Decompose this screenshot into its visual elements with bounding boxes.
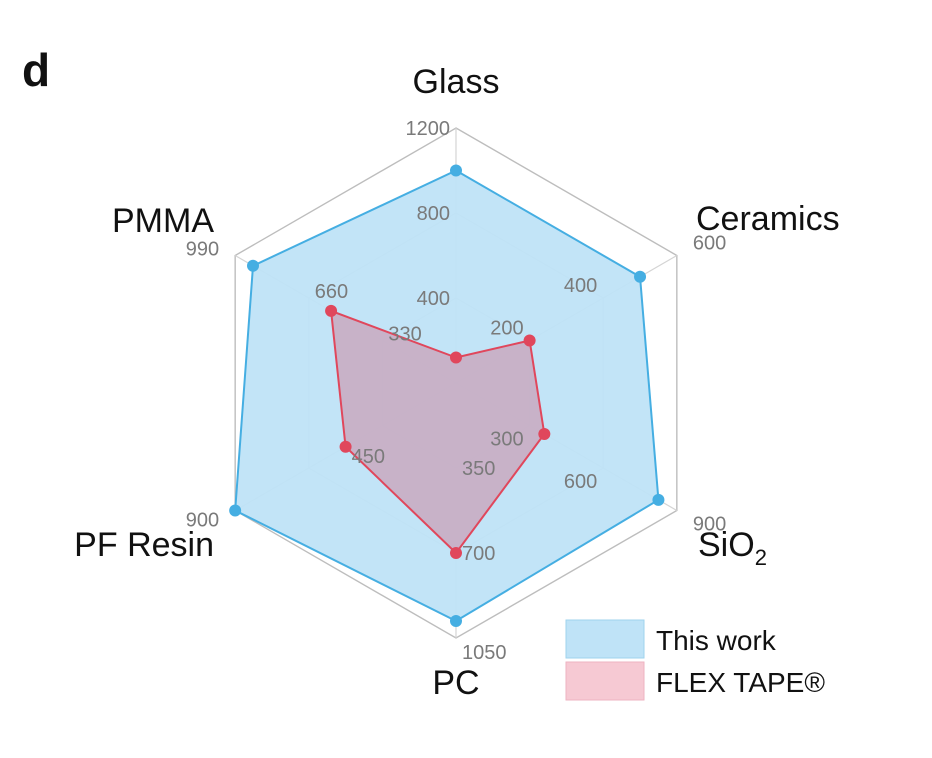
tick-label-glass-800: 800	[417, 203, 450, 225]
tick-label-ceramics-400: 400	[564, 275, 597, 297]
axis-label-glass: Glass	[413, 63, 500, 101]
data-point-this-work-glass	[450, 164, 462, 177]
data-point-flex-tape-sio	[538, 428, 551, 440]
data-point-flex-tape-ceramics	[523, 334, 536, 347]
radar-series	[229, 164, 665, 627]
tick-label-glass-400: 400	[417, 288, 450, 310]
tick-label-glass-1200: 1200	[406, 118, 451, 140]
tick-label-pf-resin-900: 900	[186, 510, 219, 532]
data-point-flex-tape-pf-resin	[339, 440, 352, 453]
tick-label-pf-resin-450: 450	[352, 446, 385, 468]
tick-label-ceramics-200: 200	[490, 318, 523, 340]
tick-label-sio-600: 600	[564, 471, 597, 493]
legend-swatch-this-work	[565, 619, 645, 659]
tick-label-pmma-990: 990	[186, 239, 219, 261]
tick-label-pc-350: 350	[462, 458, 495, 480]
data-point-this-work-pc	[450, 615, 462, 627]
axis-label-ceramics: Ceramics	[696, 200, 840, 238]
axis-label-pc: PC	[432, 664, 479, 702]
legend-label-flex-tape: FLEX TAPE®	[656, 667, 825, 698]
data-point-this-work-ceramics	[634, 270, 647, 283]
axis-label-pf-resin: PF Resin	[74, 526, 214, 564]
axis-label-pmma: PMMA	[112, 202, 214, 240]
data-point-flex-tape-pmma	[325, 304, 338, 317]
data-point-this-work-pmma	[247, 259, 260, 272]
tick-label-sio-300: 300	[490, 429, 523, 451]
legend: This work FLEX TAPE®	[565, 619, 825, 701]
data-point-flex-tape-glass	[450, 351, 462, 364]
tick-label-pmma-330: 330	[388, 324, 421, 346]
tick-label-pc-1050: 1050	[462, 642, 507, 664]
tick-label-ceramics-600: 600	[693, 233, 726, 255]
tick-label-sio-900: 900	[693, 514, 726, 536]
axis-label-sio: SiO2	[698, 526, 767, 570]
tick-label-pc-700: 700	[462, 543, 495, 565]
data-point-flex-tape-pc	[450, 547, 462, 559]
data-point-this-work-pf-resin	[229, 504, 242, 517]
panel-label: d	[22, 44, 50, 96]
radar-axis-labels: Glass Ceramics SiO2 PC PF Resin PMMA	[74, 63, 839, 702]
tick-label-pmma-660: 660	[315, 281, 348, 303]
legend-label-this-work: This work	[656, 625, 777, 656]
legend-swatch-flex-tape	[565, 661, 645, 701]
radar-tick-labels: 400 800 1200 200 400 600 300 600 900 350 700 1050 45…	[186, 118, 726, 664]
data-point-this-work-sio	[652, 493, 665, 506]
